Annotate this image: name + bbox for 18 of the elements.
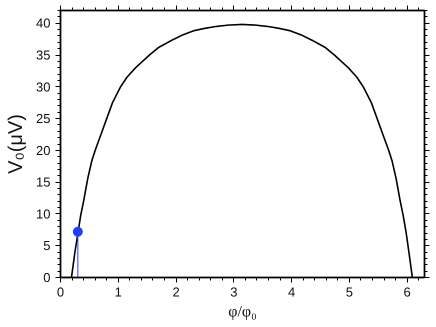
y-tick-label: 10: [36, 206, 51, 222]
y-tick-label: 40: [36, 16, 51, 31]
y-tick-label: 15: [36, 174, 51, 190]
y-tick-label: 35: [36, 48, 51, 62]
x-axis-title: φ/φ₀: [228, 304, 257, 320]
x-tick-label: 6: [404, 284, 411, 300]
y-tick-label: 30: [36, 79, 51, 94]
x-tick-label: 1: [114, 284, 122, 300]
y-tick-label: 25: [36, 111, 51, 126]
x-tick-label: 0: [56, 284, 64, 300]
y-tick-label: 5: [43, 238, 51, 254]
x-tick-label: 5: [346, 284, 354, 300]
y-tick-label: 20: [36, 142, 51, 158]
y-tick-label: 0: [43, 270, 51, 285]
x-tick-label: 2: [172, 284, 180, 300]
x-tick-label: 4: [288, 284, 296, 300]
y-axis-title: V₀(μV): [5, 114, 28, 174]
x-tick-label: 3: [230, 284, 238, 300]
